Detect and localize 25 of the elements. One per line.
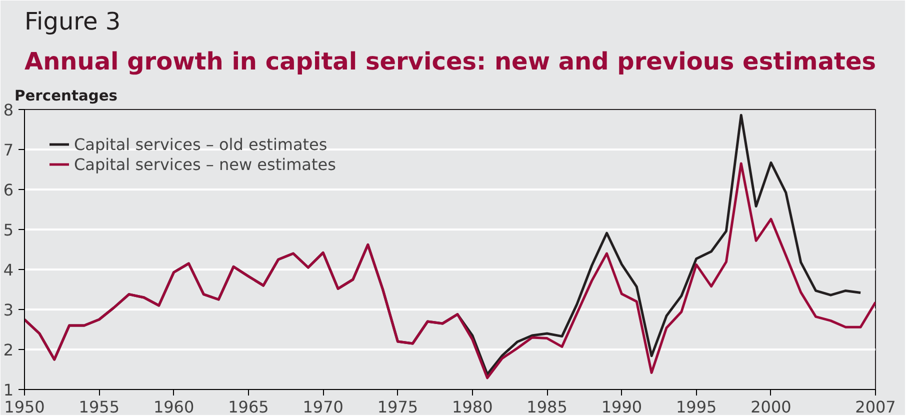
legend-label: Capital services – old estimates	[74, 134, 328, 154]
legend-label: Capital services – new estimates	[74, 154, 336, 174]
chart-subtitle: Annual growth in capital services: new and previous estimates	[24, 48, 876, 76]
x-tick-label: 1965	[228, 398, 269, 416]
y-tick-label: 7	[3, 140, 14, 160]
x-tick-label: 1990	[601, 398, 642, 416]
x-tick-label: 2000	[750, 398, 792, 416]
chart-title: Figure 3	[24, 8, 121, 36]
y-tick-label: 4	[3, 260, 14, 280]
x-tick-label: 1985	[526, 398, 568, 416]
x-tick-label: 1955	[78, 398, 120, 416]
y-tick-label: 3	[3, 300, 14, 320]
x-tick-label: 1960	[153, 398, 194, 416]
y-tick-label: 6	[3, 180, 14, 200]
x-tick-label: 2007	[855, 398, 896, 416]
y-tick-label: 8	[3, 100, 14, 120]
y-axis-title: Percentages	[14, 88, 118, 104]
x-tick-label: 1950	[4, 398, 45, 416]
y-tick-label: 5	[3, 220, 14, 240]
y-tick-label: 2	[3, 340, 14, 360]
y-tick-label: 1	[3, 380, 14, 400]
x-tick-label: 1970	[302, 398, 344, 416]
x-tick-label: 1975	[377, 398, 418, 416]
x-tick-label: 1995	[676, 398, 717, 416]
x-tick-label: 1980	[452, 398, 493, 416]
